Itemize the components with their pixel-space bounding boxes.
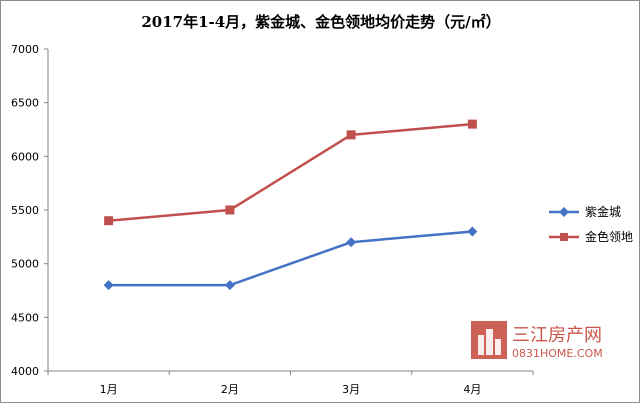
series-group [103,119,478,291]
legend-marker [559,207,569,217]
x-tick-label: 3月 [342,383,360,396]
legend-marker [560,233,568,241]
x-axis: 1月 2月 3月 4月 [47,371,534,396]
building-icon [478,329,501,355]
y-tick-label: 4500 [11,311,39,324]
y-tick-label: 5500 [11,204,39,217]
data-point [225,205,235,215]
y-tick-label: 4000 [11,365,39,378]
y-axis: 4000 4500 5000 5500 6000 6500 7000 [11,43,48,378]
data-point [103,280,114,291]
x-tick-label: 1月 [100,383,118,396]
data-point [346,237,357,248]
legend-label: 紫金城 [585,204,621,219]
watermark-url: 0831HOME.COM [512,347,603,360]
y-tick-label: 6000 [11,150,39,163]
data-point [224,280,235,291]
watermark-logo: 三江房产网 0831HOME.COM [471,321,603,360]
series-line [108,122,473,222]
y-tick-label: 7000 [11,43,39,56]
x-tick-label: 4月 [463,383,481,396]
data-point [346,130,356,140]
y-tick-label: 5000 [11,258,39,271]
legend-label: 金色领地 [585,229,633,244]
data-point [467,119,477,129]
watermark-name: 三江房产网 [512,325,602,346]
x-tick-label: 2月 [221,383,239,396]
y-tick-label: 6500 [11,97,39,110]
chart-title: 2017年1-4月，紫金城、金色领地均价走势（元/㎡） [141,13,500,31]
series-line [108,230,473,287]
data-point [467,226,478,237]
data-point [104,216,114,226]
